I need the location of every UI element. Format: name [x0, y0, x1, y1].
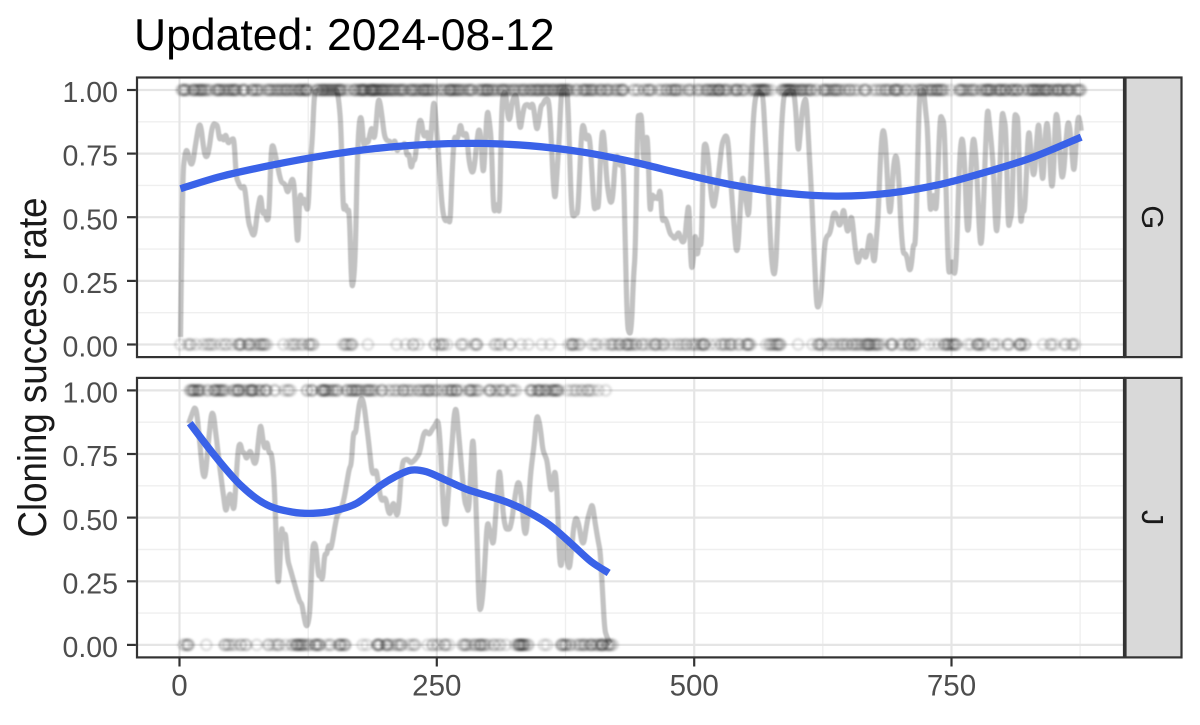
- svg-text:Updated: 2024-08-12: Updated: 2024-08-12: [134, 11, 555, 60]
- svg-text:1.00: 1.00: [63, 378, 118, 410]
- svg-text:0.75: 0.75: [63, 141, 118, 173]
- svg-text:0.25: 0.25: [63, 568, 118, 600]
- svg-text:0: 0: [171, 669, 187, 702]
- svg-text:0.50: 0.50: [63, 505, 118, 537]
- svg-text:0.50: 0.50: [63, 204, 118, 236]
- svg-text:500: 500: [670, 669, 719, 702]
- svg-text:250: 250: [412, 669, 461, 702]
- svg-text:0.00: 0.00: [63, 632, 118, 664]
- svg-text:0.00: 0.00: [63, 332, 118, 364]
- svg-text:G: G: [1135, 205, 1170, 229]
- svg-text:J: J: [1135, 510, 1170, 526]
- svg-text:0.75: 0.75: [63, 441, 118, 473]
- svg-text:Cloning success rate: Cloning success rate: [11, 198, 55, 538]
- svg-text:1.00: 1.00: [63, 77, 118, 109]
- svg-text:0.25: 0.25: [63, 268, 118, 300]
- svg-text:750: 750: [927, 669, 976, 702]
